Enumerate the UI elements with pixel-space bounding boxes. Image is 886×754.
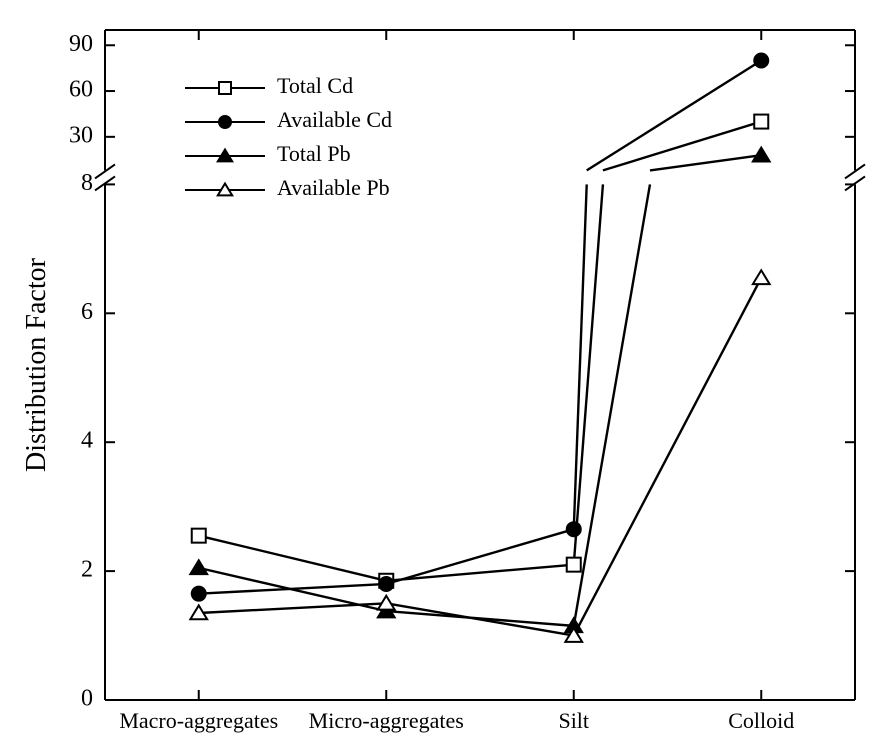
x-tick-label: Micro-aggregates [309,708,464,733]
x-tick-label: Macro-aggregates [119,708,278,733]
legend-label: Total Cd [277,73,353,98]
y-axis-label: Distribution Factor [21,257,52,472]
y-tick-label: 90 [69,31,93,57]
y-tick-label: 0 [81,686,93,712]
y-tick-label: 60 [69,77,93,103]
x-tick-label: Colloid [728,708,794,733]
y-tick-label: 30 [69,122,93,148]
y-tick-label: 8 [81,170,93,196]
legend-label: Total Pb [277,141,351,166]
x-tick-label: Silt [558,708,589,733]
y-tick-label: 6 [81,299,93,325]
y-tick-label: 2 [81,557,93,583]
legend-label: Available Cd [277,107,392,132]
distribution-factor-chart: 0 2 4 6 8 30 60 90 Distribution Factor Macro-aggr… [0,0,886,754]
y-tick-label: 4 [81,428,93,454]
legend-label: Available Pb [277,175,390,200]
